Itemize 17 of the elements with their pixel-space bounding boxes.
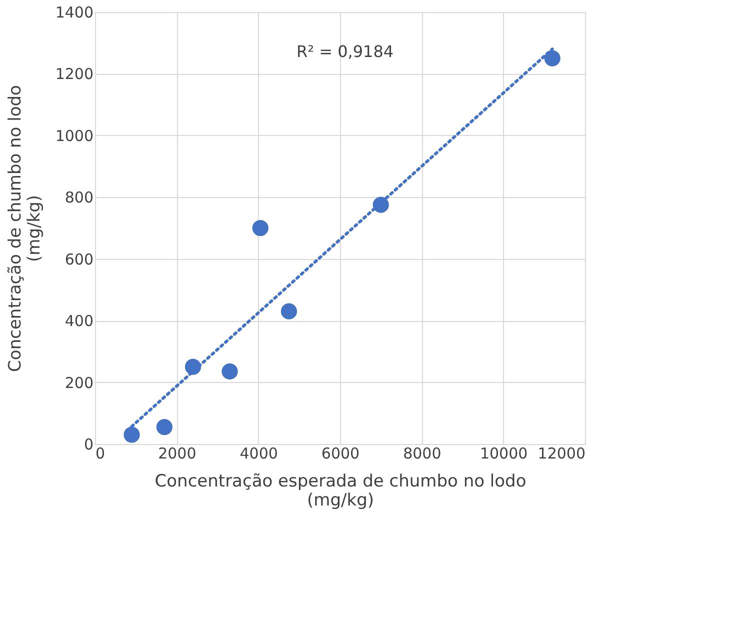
y-tick-label: 1200 bbox=[55, 65, 94, 84]
x-tick-label: 10000 bbox=[480, 444, 528, 462]
y-tick-label: 600 bbox=[64, 250, 94, 268]
y-tick-label: 200 bbox=[64, 374, 94, 392]
y-tick-label: 800 bbox=[64, 188, 94, 207]
annotation: R² = 0,9184 bbox=[296, 42, 394, 61]
x-tick-label: 4000 bbox=[240, 444, 278, 462]
x-tick-label: 2000 bbox=[158, 444, 196, 462]
x-axis-title: Concentração esperada de chumbo no lodo (mg/kg) bbox=[154, 472, 526, 510]
y-tick-label: 1000 bbox=[55, 126, 94, 145]
x-tick-label: 6000 bbox=[321, 444, 360, 462]
y-axis-title: Concentração de chumbo no lodo (mg/kg) bbox=[5, 85, 44, 372]
x-tick-label: 12000 bbox=[538, 444, 586, 462]
x-tick-label: 0 bbox=[96, 444, 106, 462]
y-tick-label: 1400 bbox=[55, 4, 94, 22]
x-tick-label: 8000 bbox=[403, 444, 442, 462]
y-tick-label: 400 bbox=[64, 312, 94, 330]
